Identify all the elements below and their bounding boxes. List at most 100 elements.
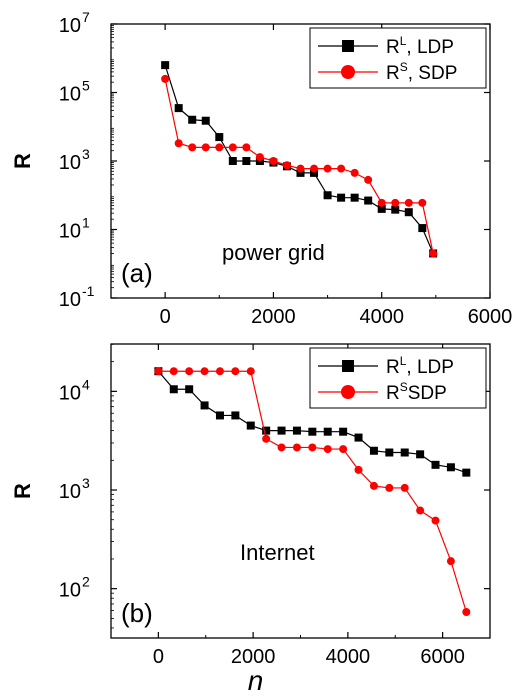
data-point <box>161 61 169 69</box>
x-tick-label: 6000 <box>420 646 465 668</box>
data-point <box>293 443 301 451</box>
data-point <box>308 428 316 436</box>
data-point <box>351 169 359 177</box>
data-point <box>432 517 440 525</box>
data-point <box>202 117 210 125</box>
y-tick-label: 10 <box>59 289 81 311</box>
data-point <box>262 435 270 443</box>
data-point <box>175 104 183 112</box>
panel-annotation: power grid <box>222 240 325 265</box>
data-point <box>337 194 345 202</box>
data-point <box>418 224 426 232</box>
panel-label: (a) <box>121 258 153 288</box>
legend-marker <box>341 65 355 79</box>
y-tick-label-exponent: 4 <box>82 376 90 392</box>
data-point <box>229 143 237 151</box>
data-point <box>337 165 345 173</box>
y-tick-label: 10 <box>59 221 81 243</box>
y-tick-label-exponent: 7 <box>82 9 90 25</box>
data-point <box>229 157 237 165</box>
data-point <box>370 447 378 455</box>
data-point <box>242 143 250 151</box>
data-point <box>324 445 332 453</box>
data-point <box>256 153 264 161</box>
data-point <box>247 422 255 430</box>
data-point <box>364 176 372 184</box>
data-point <box>418 199 426 207</box>
data-point <box>447 557 455 565</box>
legend-marker <box>341 385 355 399</box>
data-point <box>462 608 470 616</box>
data-point <box>401 449 409 457</box>
data-point <box>416 506 424 514</box>
data-point <box>405 208 413 216</box>
y-tick-label: 10 <box>59 84 81 106</box>
data-point <box>231 411 239 419</box>
data-point <box>324 165 332 173</box>
data-point <box>339 428 347 436</box>
data-point <box>278 443 286 451</box>
y-tick-label-exponent: 3 <box>82 146 90 162</box>
data-point <box>185 385 193 393</box>
data-point <box>416 450 424 458</box>
data-point <box>283 161 291 169</box>
data-point <box>154 367 162 375</box>
data-point <box>161 75 169 83</box>
data-point <box>278 427 286 435</box>
data-point <box>429 249 437 257</box>
data-point <box>432 461 440 469</box>
data-point <box>355 434 363 442</box>
y-tick-label: 10 <box>59 152 81 174</box>
y-axis-label: R <box>10 483 35 499</box>
y-tick-label-exponent: -1 <box>82 283 95 299</box>
data-point <box>355 466 363 474</box>
data-point <box>170 385 178 393</box>
data-point <box>351 194 359 202</box>
panel-annotation: Internet <box>240 540 315 565</box>
series-ldp <box>161 61 437 257</box>
data-point <box>188 143 196 151</box>
data-point <box>370 482 378 490</box>
data-point <box>385 449 393 457</box>
data-point <box>339 445 347 453</box>
data-point <box>310 165 318 173</box>
data-point <box>391 199 399 207</box>
data-point <box>170 367 178 375</box>
y-tick-label-exponent: 1 <box>82 215 90 231</box>
data-point <box>201 401 209 409</box>
panel-label: (b) <box>121 598 153 628</box>
x-tick-label: 4000 <box>326 646 371 668</box>
data-point <box>185 367 193 375</box>
data-point <box>215 133 223 141</box>
data-point <box>297 165 305 173</box>
data-point <box>385 484 393 492</box>
data-point <box>215 143 223 151</box>
x-tick-label: 0 <box>160 306 171 328</box>
data-point <box>293 427 301 435</box>
legend-label: RL, LDP <box>386 354 454 378</box>
x-axis-label: n <box>248 665 264 696</box>
data-point <box>405 199 413 207</box>
y-tick-label: 10 <box>59 15 81 37</box>
y-tick-label-exponent: 3 <box>82 475 90 491</box>
legend-marker <box>342 360 354 372</box>
series-sdp <box>161 75 437 258</box>
data-point <box>202 143 210 151</box>
data-point <box>201 367 209 375</box>
data-point <box>242 157 250 165</box>
data-point <box>231 367 239 375</box>
y-tick-label-exponent: 5 <box>82 78 90 94</box>
data-point <box>216 411 224 419</box>
data-point <box>324 191 332 199</box>
legend-marker <box>342 40 354 52</box>
data-point <box>269 157 277 165</box>
y-tick-label-exponent: 2 <box>82 574 90 590</box>
data-point <box>378 199 386 207</box>
data-point <box>175 139 183 147</box>
data-point <box>324 428 332 436</box>
